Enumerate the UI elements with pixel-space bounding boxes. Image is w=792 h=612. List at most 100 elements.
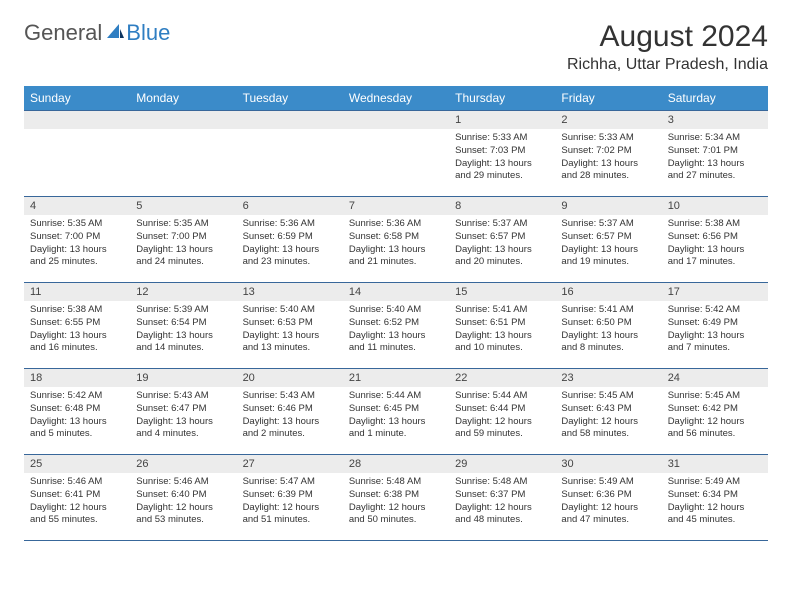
- calendar-row: 11Sunrise: 5:38 AMSunset: 6:55 PMDayligh…: [24, 283, 768, 369]
- day-number: 25: [24, 455, 130, 473]
- day-details: Sunrise: 5:40 AMSunset: 6:53 PMDaylight:…: [237, 301, 343, 359]
- day-number-empty: [237, 111, 343, 129]
- day-details: Sunrise: 5:45 AMSunset: 6:42 PMDaylight:…: [662, 387, 768, 445]
- calendar-cell: 28Sunrise: 5:48 AMSunset: 6:38 PMDayligh…: [343, 455, 449, 541]
- day-details: Sunrise: 5:49 AMSunset: 6:36 PMDaylight:…: [555, 473, 661, 531]
- day-number: 5: [130, 197, 236, 215]
- calendar-cell: [24, 111, 130, 197]
- calendar-cell: 15Sunrise: 5:41 AMSunset: 6:51 PMDayligh…: [449, 283, 555, 369]
- calendar-cell: 3Sunrise: 5:34 AMSunset: 7:01 PMDaylight…: [662, 111, 768, 197]
- logo-sail-icon: [105, 20, 125, 46]
- calendar-cell: 6Sunrise: 5:36 AMSunset: 6:59 PMDaylight…: [237, 197, 343, 283]
- day-details: Sunrise: 5:41 AMSunset: 6:50 PMDaylight:…: [555, 301, 661, 359]
- day-number: 28: [343, 455, 449, 473]
- day-details: Sunrise: 5:46 AMSunset: 6:41 PMDaylight:…: [24, 473, 130, 531]
- calendar-cell: 20Sunrise: 5:43 AMSunset: 6:46 PMDayligh…: [237, 369, 343, 455]
- weekday-header: Thursday: [449, 86, 555, 111]
- calendar-cell: 5Sunrise: 5:35 AMSunset: 7:00 PMDaylight…: [130, 197, 236, 283]
- calendar-cell: 25Sunrise: 5:46 AMSunset: 6:41 PMDayligh…: [24, 455, 130, 541]
- day-number: 15: [449, 283, 555, 301]
- day-number: 24: [662, 369, 768, 387]
- day-details: Sunrise: 5:43 AMSunset: 6:46 PMDaylight:…: [237, 387, 343, 445]
- day-details: Sunrise: 5:33 AMSunset: 7:02 PMDaylight:…: [555, 129, 661, 187]
- calendar-cell: 22Sunrise: 5:44 AMSunset: 6:44 PMDayligh…: [449, 369, 555, 455]
- day-number: 26: [130, 455, 236, 473]
- calendar-cell: 30Sunrise: 5:49 AMSunset: 6:36 PMDayligh…: [555, 455, 661, 541]
- day-number: 10: [662, 197, 768, 215]
- weekday-header: Friday: [555, 86, 661, 111]
- day-number: 31: [662, 455, 768, 473]
- day-details: Sunrise: 5:35 AMSunset: 7:00 PMDaylight:…: [24, 215, 130, 273]
- weekday-header-row: Sunday Monday Tuesday Wednesday Thursday…: [24, 86, 768, 111]
- weekday-header: Tuesday: [237, 86, 343, 111]
- calendar-row: 25Sunrise: 5:46 AMSunset: 6:41 PMDayligh…: [24, 455, 768, 541]
- logo-text-blue: Blue: [126, 20, 170, 46]
- calendar-cell: 11Sunrise: 5:38 AMSunset: 6:55 PMDayligh…: [24, 283, 130, 369]
- logo-text-general: General: [24, 20, 102, 46]
- day-number-empty: [24, 111, 130, 129]
- calendar-cell: 18Sunrise: 5:42 AMSunset: 6:48 PMDayligh…: [24, 369, 130, 455]
- day-number: 3: [662, 111, 768, 129]
- calendar-cell: 7Sunrise: 5:36 AMSunset: 6:58 PMDaylight…: [343, 197, 449, 283]
- calendar-cell: 4Sunrise: 5:35 AMSunset: 7:00 PMDaylight…: [24, 197, 130, 283]
- day-number: 8: [449, 197, 555, 215]
- calendar-cell: 13Sunrise: 5:40 AMSunset: 6:53 PMDayligh…: [237, 283, 343, 369]
- header: General Blue August 2024 Richha, Uttar P…: [24, 20, 768, 74]
- calendar-row: 1Sunrise: 5:33 AMSunset: 7:03 PMDaylight…: [24, 111, 768, 197]
- day-details: Sunrise: 5:36 AMSunset: 6:58 PMDaylight:…: [343, 215, 449, 273]
- day-number: 1: [449, 111, 555, 129]
- day-details: Sunrise: 5:37 AMSunset: 6:57 PMDaylight:…: [449, 215, 555, 273]
- day-number: 9: [555, 197, 661, 215]
- calendar-cell: [343, 111, 449, 197]
- calendar-table: Sunday Monday Tuesday Wednesday Thursday…: [24, 86, 768, 541]
- calendar-cell: 8Sunrise: 5:37 AMSunset: 6:57 PMDaylight…: [449, 197, 555, 283]
- day-details: Sunrise: 5:37 AMSunset: 6:57 PMDaylight:…: [555, 215, 661, 273]
- calendar-cell: 19Sunrise: 5:43 AMSunset: 6:47 PMDayligh…: [130, 369, 236, 455]
- day-details: Sunrise: 5:41 AMSunset: 6:51 PMDaylight:…: [449, 301, 555, 359]
- day-details: Sunrise: 5:36 AMSunset: 6:59 PMDaylight:…: [237, 215, 343, 273]
- location-text: Richha, Uttar Pradesh, India: [567, 56, 768, 74]
- day-details: Sunrise: 5:43 AMSunset: 6:47 PMDaylight:…: [130, 387, 236, 445]
- weekday-header: Sunday: [24, 86, 130, 111]
- day-details: Sunrise: 5:44 AMSunset: 6:44 PMDaylight:…: [449, 387, 555, 445]
- calendar-row: 4Sunrise: 5:35 AMSunset: 7:00 PMDaylight…: [24, 197, 768, 283]
- month-title: August 2024: [567, 20, 768, 54]
- day-details: Sunrise: 5:33 AMSunset: 7:03 PMDaylight:…: [449, 129, 555, 187]
- calendar-cell: 17Sunrise: 5:42 AMSunset: 6:49 PMDayligh…: [662, 283, 768, 369]
- calendar-cell: 26Sunrise: 5:46 AMSunset: 6:40 PMDayligh…: [130, 455, 236, 541]
- day-number: 30: [555, 455, 661, 473]
- calendar-cell: 2Sunrise: 5:33 AMSunset: 7:02 PMDaylight…: [555, 111, 661, 197]
- calendar-row: 18Sunrise: 5:42 AMSunset: 6:48 PMDayligh…: [24, 369, 768, 455]
- logo: General Blue: [24, 20, 170, 46]
- calendar-cell: 14Sunrise: 5:40 AMSunset: 6:52 PMDayligh…: [343, 283, 449, 369]
- weekday-header: Wednesday: [343, 86, 449, 111]
- day-details: Sunrise: 5:49 AMSunset: 6:34 PMDaylight:…: [662, 473, 768, 531]
- calendar-cell: 31Sunrise: 5:49 AMSunset: 6:34 PMDayligh…: [662, 455, 768, 541]
- calendar-cell: 12Sunrise: 5:39 AMSunset: 6:54 PMDayligh…: [130, 283, 236, 369]
- weekday-header: Monday: [130, 86, 236, 111]
- day-number: 13: [237, 283, 343, 301]
- day-details: Sunrise: 5:44 AMSunset: 6:45 PMDaylight:…: [343, 387, 449, 445]
- day-details: Sunrise: 5:42 AMSunset: 6:49 PMDaylight:…: [662, 301, 768, 359]
- day-details: Sunrise: 5:48 AMSunset: 6:38 PMDaylight:…: [343, 473, 449, 531]
- day-number: 19: [130, 369, 236, 387]
- day-number: 17: [662, 283, 768, 301]
- day-number: 12: [130, 283, 236, 301]
- day-details: Sunrise: 5:45 AMSunset: 6:43 PMDaylight:…: [555, 387, 661, 445]
- day-details: Sunrise: 5:34 AMSunset: 7:01 PMDaylight:…: [662, 129, 768, 187]
- weekday-header: Saturday: [662, 86, 768, 111]
- day-number: 2: [555, 111, 661, 129]
- day-number-empty: [130, 111, 236, 129]
- day-number-empty: [343, 111, 449, 129]
- day-details: Sunrise: 5:38 AMSunset: 6:56 PMDaylight:…: [662, 215, 768, 273]
- day-details: Sunrise: 5:35 AMSunset: 7:00 PMDaylight:…: [130, 215, 236, 273]
- day-details: Sunrise: 5:48 AMSunset: 6:37 PMDaylight:…: [449, 473, 555, 531]
- calendar-cell: [130, 111, 236, 197]
- day-number: 27: [237, 455, 343, 473]
- calendar-cell: [237, 111, 343, 197]
- title-block: August 2024 Richha, Uttar Pradesh, India: [567, 20, 768, 74]
- calendar-cell: 9Sunrise: 5:37 AMSunset: 6:57 PMDaylight…: [555, 197, 661, 283]
- calendar-page: General Blue August 2024 Richha, Uttar P…: [0, 0, 792, 561]
- day-number: 4: [24, 197, 130, 215]
- day-number: 16: [555, 283, 661, 301]
